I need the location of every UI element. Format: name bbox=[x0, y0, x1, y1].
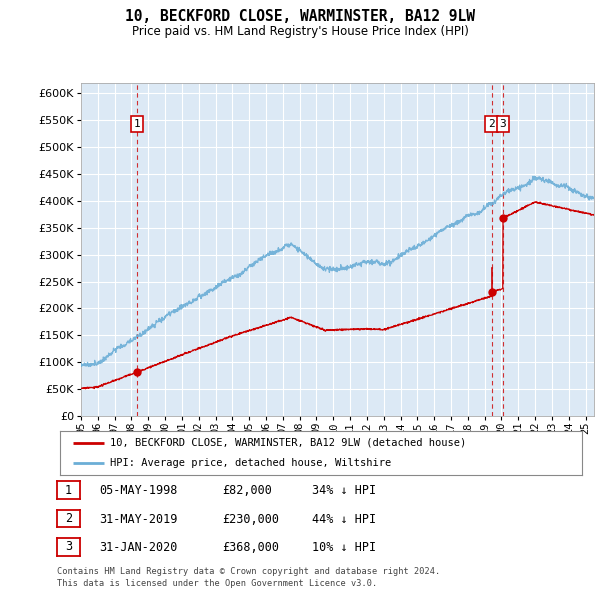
Text: Price paid vs. HM Land Registry's House Price Index (HPI): Price paid vs. HM Land Registry's House … bbox=[131, 25, 469, 38]
Text: 10% ↓ HPI: 10% ↓ HPI bbox=[312, 541, 376, 554]
Text: 1: 1 bbox=[65, 484, 72, 497]
Text: 1: 1 bbox=[134, 119, 141, 129]
Text: £230,000: £230,000 bbox=[222, 513, 279, 526]
Text: £82,000: £82,000 bbox=[222, 484, 272, 497]
Text: 2: 2 bbox=[65, 512, 72, 525]
Text: 10, BECKFORD CLOSE, WARMINSTER, BA12 9LW: 10, BECKFORD CLOSE, WARMINSTER, BA12 9LW bbox=[125, 9, 475, 24]
Text: 3: 3 bbox=[499, 119, 506, 129]
Text: 34% ↓ HPI: 34% ↓ HPI bbox=[312, 484, 376, 497]
Text: 3: 3 bbox=[65, 540, 72, 553]
Text: £368,000: £368,000 bbox=[222, 541, 279, 554]
Text: 31-MAY-2019: 31-MAY-2019 bbox=[99, 513, 178, 526]
Text: 05-MAY-1998: 05-MAY-1998 bbox=[99, 484, 178, 497]
Text: Contains HM Land Registry data © Crown copyright and database right 2024.
This d: Contains HM Land Registry data © Crown c… bbox=[57, 568, 440, 588]
Text: 44% ↓ HPI: 44% ↓ HPI bbox=[312, 513, 376, 526]
Text: HPI: Average price, detached house, Wiltshire: HPI: Average price, detached house, Wilt… bbox=[110, 458, 391, 468]
Text: 31-JAN-2020: 31-JAN-2020 bbox=[99, 541, 178, 554]
Text: 2: 2 bbox=[488, 119, 495, 129]
Text: 10, BECKFORD CLOSE, WARMINSTER, BA12 9LW (detached house): 10, BECKFORD CLOSE, WARMINSTER, BA12 9LW… bbox=[110, 438, 466, 448]
